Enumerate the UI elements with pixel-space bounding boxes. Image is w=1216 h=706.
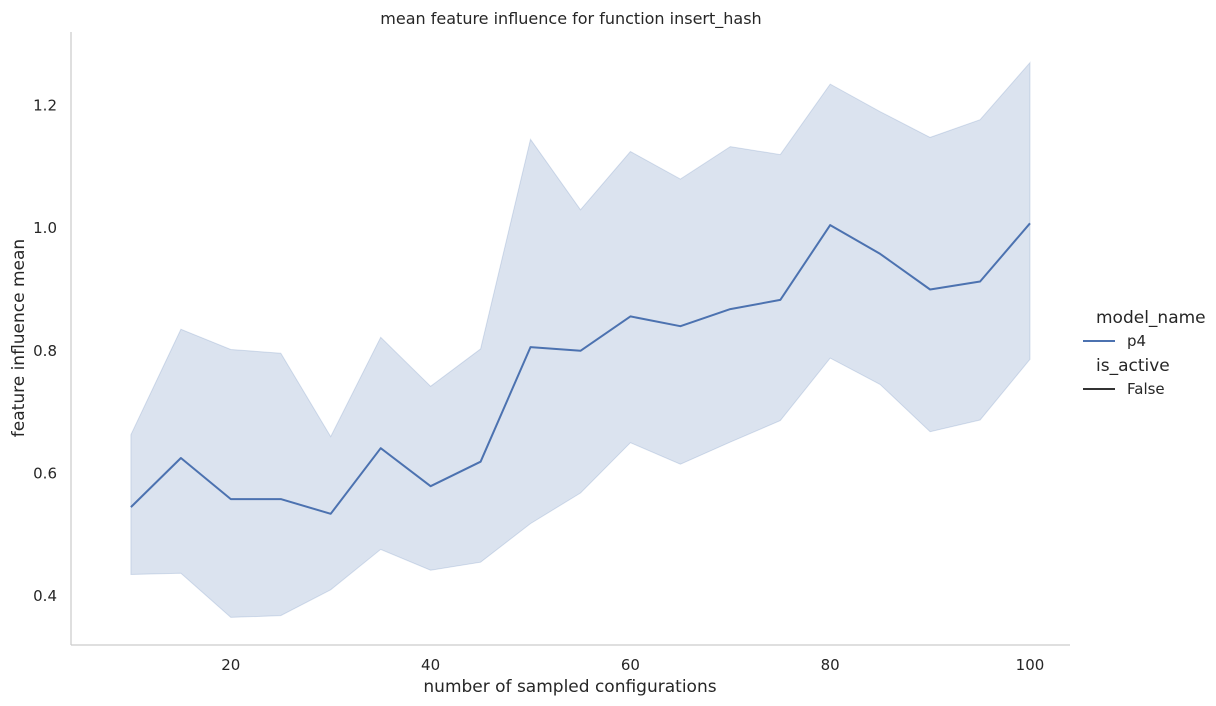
confidence-band-p4 <box>130 61 1031 618</box>
x-tick-label: 80 <box>821 656 840 674</box>
legend-style-title: is_active <box>1096 356 1170 376</box>
legend: model_name p4 is_active False <box>1083 308 1206 398</box>
y-tick-label: 0.4 <box>33 587 57 605</box>
x-axis-ticks: 20 40 60 80 100 <box>221 656 1044 674</box>
y-tick-label: 0.8 <box>33 342 57 360</box>
x-tick-label: 60 <box>621 656 640 674</box>
plot-area <box>130 61 1031 618</box>
legend-entry-p4: p4 <box>1127 332 1146 350</box>
x-tick-label: 100 <box>1016 656 1045 674</box>
y-tick-label: 0.6 <box>33 464 57 482</box>
series-line-p4 <box>130 222 1031 515</box>
x-tick-label: 20 <box>221 656 240 674</box>
legend-hue-title: model_name <box>1096 308 1206 328</box>
x-axis-label: number of sampled configurations <box>423 677 716 697</box>
y-tick-label: 1.0 <box>33 219 57 237</box>
y-tick-label: 1.2 <box>33 97 57 115</box>
legend-entry-false: False <box>1127 380 1165 398</box>
y-axis-ticks: 0.4 0.6 0.8 1.0 1.2 <box>33 97 57 605</box>
chart-title: mean feature influence for function inse… <box>380 9 761 29</box>
x-tick-label: 40 <box>421 656 440 674</box>
y-axis-label: feature influence mean <box>9 239 29 437</box>
